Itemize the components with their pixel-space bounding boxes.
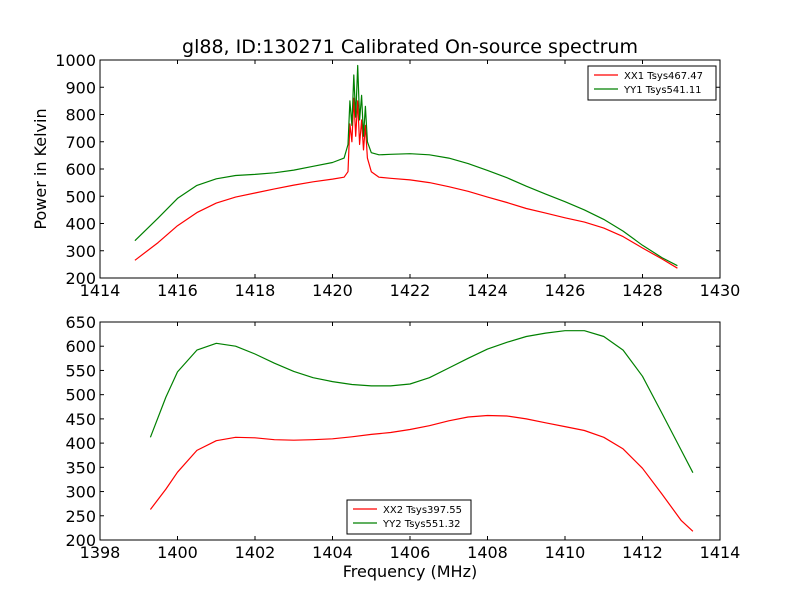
legend-label: YY1 Tsys541.11 [623, 85, 702, 96]
x-tick-label: 1416 [157, 281, 198, 300]
x-tick-label: 1410 [545, 543, 586, 562]
x-tick-label: 1402 [235, 543, 276, 562]
legend-label: YY2 Tsys551.32 [382, 519, 461, 530]
x-tick-label: 1430 [700, 281, 741, 300]
x-tick-label: 1420 [312, 281, 353, 300]
x-tick-label: 1398 [80, 543, 121, 562]
x-tick-label: 1418 [235, 281, 276, 300]
y-tick-label: 600 [65, 337, 96, 356]
y-tick-label: 300 [65, 483, 96, 502]
legend: XX2 Tsys397.55 YY2 Tsys551.32 [346, 499, 472, 535]
top-plot-panel: 1414 1416 1418 1420 1422 1424 1426 1428 1430 200 3… [31, 36, 740, 300]
series-line-2 [134, 64, 678, 267]
legend: XX1 Tsys467.47 YY1 Tsys541.11 [587, 65, 717, 101]
y-tick-label: 900 [65, 78, 96, 97]
y-tick-label: 500 [65, 386, 96, 405]
x-tick-label: 1400 [157, 543, 198, 562]
y-axis-label: Power in Kelvin [31, 108, 50, 229]
y-tick-label: 200 [65, 269, 96, 288]
y-tick-label: 800 [65, 106, 96, 125]
y-tick-label: 200 [65, 531, 96, 550]
legend-box [346, 499, 472, 535]
x-tick-label: 1414 [700, 543, 741, 562]
y-tick-label: 550 [65, 361, 96, 380]
y-tick-label: 400 [65, 434, 96, 453]
x-tick-label: 1408 [467, 543, 508, 562]
y-tick-label: 700 [65, 133, 96, 152]
series-line-1 [149, 414, 694, 532]
y-tick-label: 450 [65, 410, 96, 429]
x-tick-label: 1414 [80, 281, 121, 300]
y-tick-label: 350 [65, 458, 96, 477]
legend-label: XX2 Tsys397.55 [383, 505, 462, 516]
legend-label: XX1 Tsys467.47 [624, 71, 703, 82]
x-tick-label: 1406 [390, 543, 431, 562]
y-tick-label: 250 [65, 507, 96, 526]
x-tick-label: 1428 [622, 281, 663, 300]
x-tick-label: 1422 [390, 281, 431, 300]
y-tick-label: 500 [65, 187, 96, 206]
y-tick-label: 400 [65, 215, 96, 234]
legend-box [587, 65, 717, 101]
x-tick-label: 1426 [545, 281, 586, 300]
y-tick-label: 600 [65, 160, 96, 179]
x-axis-label: Frequency (MHz) [343, 562, 477, 581]
y-tick-label: 1000 [55, 51, 96, 70]
chart-title: gl88, ID:130271 Calibrated On-source spe… [182, 36, 638, 58]
series-line-2 [149, 330, 694, 473]
bottom-plot-panel: 1398 1400 1402 1404 1406 1408 1410 1412 1414 200 2… [65, 313, 740, 581]
y-tick-label: 650 [65, 313, 96, 332]
x-tick-label: 1424 [467, 281, 508, 300]
x-tick-label: 1404 [312, 543, 353, 562]
y-tick-label: 300 [65, 242, 96, 261]
x-tick-label: 1412 [622, 543, 663, 562]
series-line-1 [134, 97, 678, 269]
